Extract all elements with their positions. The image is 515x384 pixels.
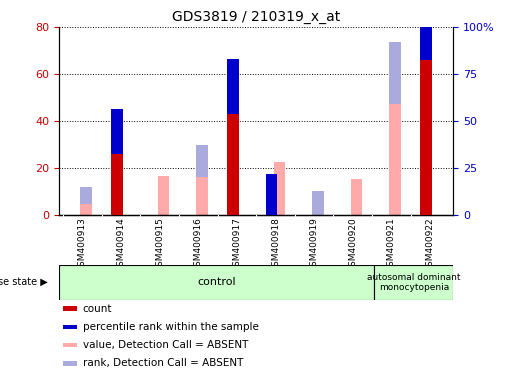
Text: GSM400918: GSM400918: [271, 217, 280, 272]
Text: GSM400913: GSM400913: [78, 217, 87, 272]
Bar: [273, 162, 285, 215]
Text: disease state ▶: disease state ▶: [0, 277, 47, 287]
Bar: [374, 265, 453, 300]
Text: control: control: [197, 277, 236, 287]
Bar: [227, 60, 239, 114]
Text: GSM400920: GSM400920: [348, 217, 357, 272]
Bar: [63, 361, 77, 366]
Bar: [389, 104, 401, 215]
Bar: [80, 187, 92, 204]
Bar: [351, 179, 363, 215]
Text: percentile rank within the sample: percentile rank within the sample: [83, 322, 259, 332]
Text: GSM400914: GSM400914: [116, 217, 126, 272]
Text: GSM400916: GSM400916: [194, 217, 203, 272]
Bar: [420, 0, 432, 60]
Bar: [158, 175, 169, 215]
Text: GSM400915: GSM400915: [155, 217, 164, 272]
Text: GSM400919: GSM400919: [310, 217, 319, 272]
Text: GSM400921: GSM400921: [387, 217, 396, 272]
Bar: [312, 190, 324, 215]
Title: GDS3819 / 210319_x_at: GDS3819 / 210319_x_at: [172, 10, 340, 25]
Bar: [63, 325, 77, 329]
Bar: [111, 154, 123, 215]
Text: rank, Detection Call = ABSENT: rank, Detection Call = ABSENT: [83, 358, 243, 368]
Text: count: count: [83, 304, 112, 314]
Text: GSM400922: GSM400922: [425, 217, 435, 272]
Bar: [227, 114, 239, 215]
Text: autosomal dominant
monocytopenia: autosomal dominant monocytopenia: [367, 273, 460, 292]
Text: value, Detection Call = ABSENT: value, Detection Call = ABSENT: [83, 340, 248, 350]
Bar: [196, 146, 208, 177]
Bar: [80, 204, 92, 215]
Bar: [111, 109, 123, 154]
Bar: [266, 174, 278, 215]
Bar: [389, 42, 401, 104]
Bar: [59, 265, 374, 300]
Bar: [63, 343, 77, 347]
Bar: [63, 306, 77, 311]
Text: GSM400917: GSM400917: [232, 217, 242, 272]
Bar: [420, 60, 432, 215]
Bar: [196, 177, 208, 215]
